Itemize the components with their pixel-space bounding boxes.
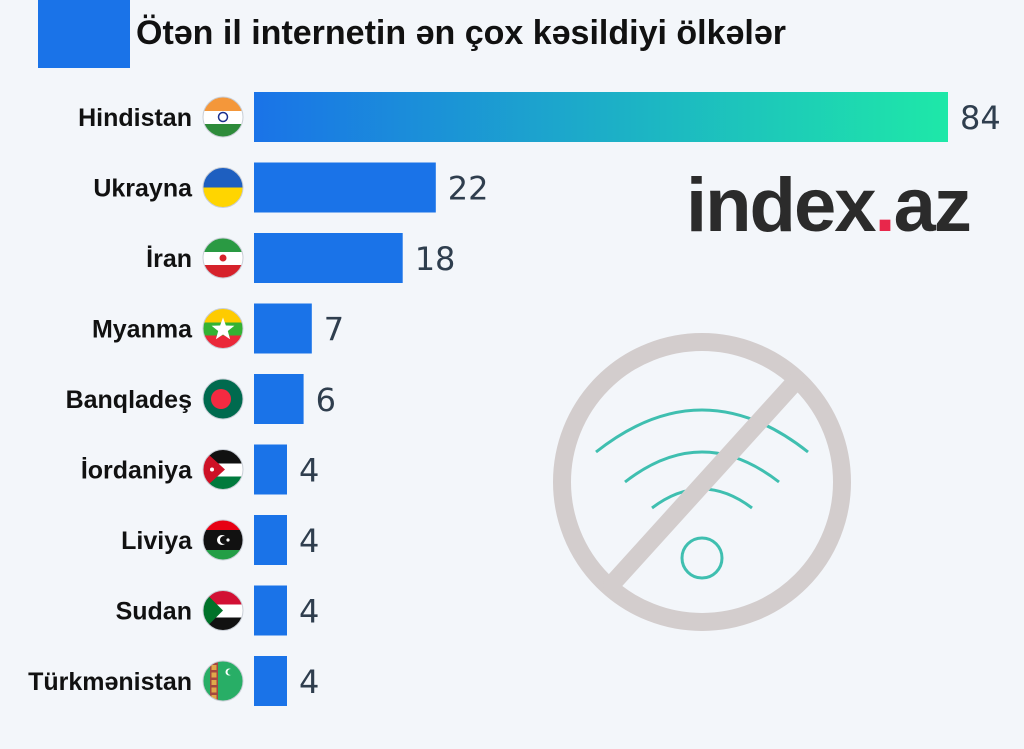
- value-label: 4: [299, 452, 319, 490]
- title-accent-square: [38, 0, 130, 68]
- category-label: İran: [146, 245, 192, 273]
- bar-3: [254, 303, 312, 354]
- myanmar-flag-icon: [202, 308, 244, 349]
- value-label: 7: [324, 311, 344, 349]
- value-label: 4: [299, 663, 319, 701]
- ukraine-flag-icon: [202, 167, 244, 208]
- iran-flag-icon: [202, 237, 244, 279]
- turkmenistan-flag-icon: [202, 660, 244, 702]
- category-label: Türkmənistan: [28, 668, 192, 696]
- category-label: Banqladeş: [66, 386, 192, 414]
- jordan-flag-icon: [202, 449, 244, 490]
- bar-8: [254, 656, 287, 706]
- value-label: 18: [415, 240, 456, 278]
- category-label: Sudan: [116, 598, 192, 626]
- bangladesh-flag-icon: [202, 378, 244, 420]
- bar-7: [254, 585, 287, 636]
- sudan-flag-icon: [202, 590, 244, 631]
- india-flag-icon: [202, 96, 244, 138]
- value-label: 4: [299, 522, 319, 560]
- wifi-off-icon: [553, 333, 851, 631]
- value-label: 6: [316, 381, 336, 419]
- index-az-logo: index.az: [686, 163, 972, 248]
- value-label: 22: [448, 170, 489, 208]
- libya-flag-icon: [202, 519, 244, 561]
- bar-4: [254, 374, 304, 424]
- bar-2: [254, 233, 403, 283]
- category-label: Liviya: [121, 527, 193, 555]
- bar-1: [254, 162, 436, 213]
- category-label: Hindistan: [78, 104, 192, 132]
- bar-0: [254, 92, 948, 142]
- bar-5: [254, 444, 287, 495]
- category-label: Myanma: [92, 316, 193, 344]
- chart-title: Ötən il internetin ən çox kəsildiyi ölkə…: [136, 14, 786, 52]
- category-label: Ukrayna: [93, 175, 193, 203]
- value-label: 84: [960, 99, 1001, 137]
- value-label: 4: [299, 593, 319, 631]
- bar-6: [254, 515, 287, 565]
- category-label: İordaniya: [81, 457, 193, 485]
